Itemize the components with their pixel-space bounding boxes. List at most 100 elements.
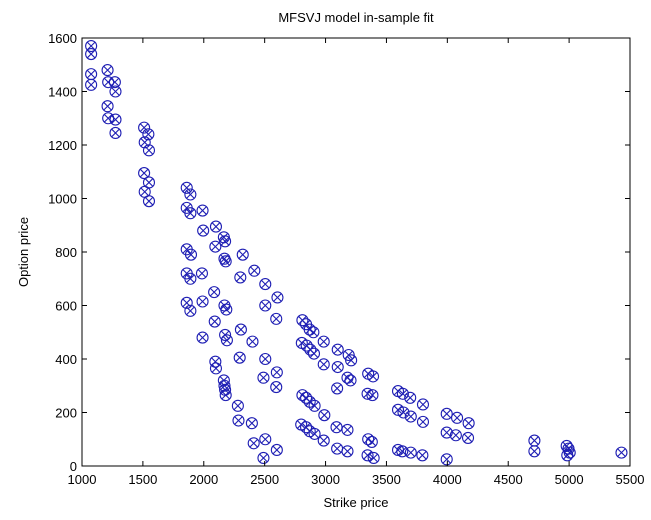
data-point <box>303 395 316 408</box>
data-point <box>85 47 98 61</box>
data-point <box>396 445 409 458</box>
data-point <box>270 312 283 325</box>
data-point <box>247 437 260 450</box>
data-point <box>330 421 343 434</box>
data-point <box>101 100 114 113</box>
plot-frame <box>81 37 631 467</box>
data-point <box>219 389 232 402</box>
data-point <box>259 352 272 366</box>
data-point <box>451 411 464 424</box>
data-point <box>317 335 330 348</box>
plot-area: 1000 1500 2000 2500 3000 3500 4000 4500 5000 5500… <box>48 31 644 487</box>
y-tick-label: 1000 <box>48 192 77 207</box>
data-point <box>361 449 374 462</box>
data-point <box>462 417 475 430</box>
y-tick-label: 200 <box>55 406 77 421</box>
data-point <box>331 382 344 395</box>
x-tick-label: 5500 <box>616 472 645 487</box>
data-point <box>208 286 221 299</box>
y-tick-label: 1200 <box>48 138 77 153</box>
data-point <box>184 188 197 201</box>
x-tick-label: 5000 <box>555 472 584 487</box>
data-point <box>102 112 115 125</box>
data-point <box>209 240 222 253</box>
data-point <box>528 445 541 458</box>
y-tick-label: 600 <box>55 299 77 314</box>
data-point <box>138 136 151 149</box>
data-point <box>341 445 354 458</box>
data-point <box>138 121 151 134</box>
data-point <box>257 451 270 465</box>
data-point <box>449 429 462 442</box>
data-point <box>365 435 378 448</box>
data-point <box>561 449 574 462</box>
data-point <box>440 426 453 439</box>
x-axis-label: Strike price <box>323 495 388 510</box>
data-point <box>308 399 321 412</box>
data-point <box>270 366 283 379</box>
data-point <box>236 248 249 261</box>
data-point <box>85 78 98 91</box>
x-tick-label: 4000 <box>433 472 462 487</box>
data-point <box>197 224 210 237</box>
data-point <box>317 358 330 371</box>
x-tick-label: 3500 <box>372 472 401 487</box>
data-point <box>391 403 405 416</box>
data-point <box>270 381 283 394</box>
data-point <box>366 389 379 402</box>
data-point <box>461 431 475 444</box>
data-point <box>209 220 223 233</box>
data-point <box>231 399 244 412</box>
data-point <box>362 433 375 446</box>
y-axis-label: Option price <box>16 217 31 287</box>
data-point <box>317 434 330 447</box>
data-point <box>184 207 197 220</box>
data-point <box>233 351 246 364</box>
data-point <box>331 360 344 374</box>
data-point <box>109 113 122 126</box>
data-point <box>102 76 115 89</box>
x-tick-label: 4500 <box>494 472 523 487</box>
y-tick-label: 1400 <box>48 85 77 100</box>
data-point <box>615 446 628 459</box>
data-point <box>257 371 270 384</box>
data-point <box>101 64 114 77</box>
data-point <box>318 409 331 422</box>
data-point <box>331 343 344 356</box>
y-tick-label: 1600 <box>48 31 77 46</box>
data-point <box>341 423 354 436</box>
data-point <box>259 299 272 312</box>
data-point <box>234 323 247 336</box>
data-point <box>416 415 430 428</box>
data-point <box>195 267 209 280</box>
data-point <box>196 331 209 344</box>
data-point <box>308 427 321 440</box>
data-point <box>440 407 453 420</box>
data-point <box>345 354 358 367</box>
y-tick-label: 800 <box>55 245 77 260</box>
data-point <box>109 85 122 98</box>
data-point <box>142 144 156 157</box>
chart-title: MFSVJ model in-sample fit <box>278 10 434 25</box>
data-point <box>220 303 233 316</box>
data-point <box>109 126 122 140</box>
x-tick-label: 1500 <box>128 472 157 487</box>
data-point <box>367 451 380 465</box>
data-point <box>208 315 221 328</box>
data-point <box>259 433 272 446</box>
data-point <box>184 248 198 261</box>
data-point <box>232 414 245 427</box>
data-point <box>307 326 320 339</box>
data-point <box>246 335 259 348</box>
data-point <box>307 347 321 360</box>
data-point <box>85 68 98 81</box>
data-point <box>416 398 430 411</box>
x-tick-label: 2500 <box>250 472 279 487</box>
x-tick-label: 1000 <box>68 472 97 487</box>
data-point <box>248 264 261 277</box>
data-point <box>209 362 223 375</box>
data-point <box>404 410 417 423</box>
data-point <box>184 304 197 317</box>
y-tick-label: 0 <box>70 459 77 474</box>
